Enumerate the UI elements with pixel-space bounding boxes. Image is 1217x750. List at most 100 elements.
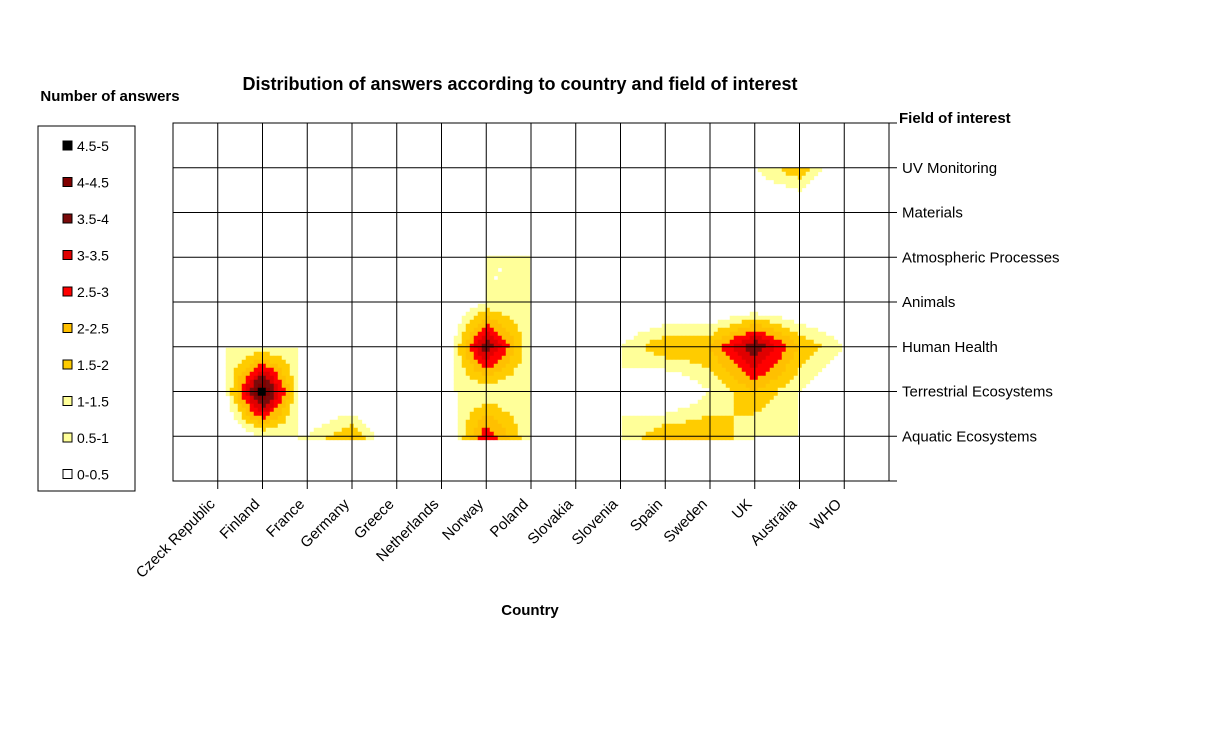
contour-cell	[633, 339, 639, 345]
contour-cell	[749, 379, 755, 385]
contour-cell	[717, 371, 723, 377]
contour-cell	[689, 339, 695, 345]
contour-cell	[769, 335, 775, 341]
contour-cell	[469, 419, 475, 425]
contour-cell	[673, 351, 679, 357]
contour-cell	[477, 395, 483, 401]
contour-cell	[813, 167, 819, 173]
contour-cell	[637, 335, 643, 341]
contour-cell	[357, 431, 363, 437]
contour-cell	[761, 407, 767, 413]
contour-cell	[257, 399, 263, 405]
contour-cell	[717, 327, 723, 333]
contour-cell	[705, 355, 711, 361]
contour-cell	[809, 375, 815, 381]
contour-cell	[745, 399, 751, 405]
contour-cell	[645, 363, 651, 369]
contour-cell	[489, 423, 495, 429]
contour-cell	[465, 431, 471, 437]
contour-cell	[697, 399, 703, 405]
contour-cell	[753, 363, 759, 369]
contour-cell	[341, 419, 347, 425]
contour-cell	[773, 347, 779, 353]
contour-cell	[521, 395, 527, 401]
contour-cell	[501, 279, 507, 285]
contour-cell	[293, 423, 299, 429]
contour-cell	[505, 275, 511, 281]
contour-cell	[717, 391, 723, 397]
contour-cell	[713, 399, 719, 405]
contour-cell	[509, 319, 515, 325]
contour-cell	[741, 407, 747, 413]
contour-cell	[705, 395, 711, 401]
contour-cell	[505, 395, 511, 401]
contour-cell	[789, 323, 795, 329]
contour-cell	[753, 415, 759, 421]
contour-cell	[501, 283, 507, 289]
contour-cell	[757, 331, 763, 337]
contour-cell	[809, 175, 815, 181]
contour-cell	[261, 431, 267, 437]
contour-cell	[829, 343, 835, 349]
contour-cell	[229, 375, 235, 381]
contour-cell	[625, 423, 631, 429]
contour-cell	[237, 371, 243, 377]
contour-cell	[821, 363, 827, 369]
contour-cell	[633, 415, 639, 421]
contour-cell	[485, 355, 491, 361]
contour-cell	[517, 411, 523, 417]
contour-cell	[473, 371, 479, 377]
contour-cell	[749, 375, 755, 381]
contour-cell	[513, 375, 519, 381]
contour-cell	[701, 339, 707, 345]
contour-cell	[741, 431, 747, 437]
contour-cell	[717, 339, 723, 345]
contour-cell	[473, 347, 479, 353]
contour-cell	[265, 371, 271, 377]
contour-cell	[501, 315, 507, 321]
contour-cell	[729, 379, 735, 385]
legend-label: 4.5-5	[77, 138, 109, 154]
contour-cell	[765, 403, 771, 409]
contour-cell	[517, 347, 523, 353]
contour-cell	[737, 423, 743, 429]
contour-cell	[509, 291, 515, 297]
contour-cell	[225, 355, 231, 361]
contour-cell	[525, 343, 531, 349]
contour-cell	[233, 363, 239, 369]
contour-cell	[513, 359, 519, 365]
contour-cell	[761, 359, 767, 365]
contour-cell	[789, 383, 795, 389]
contour-cell	[497, 379, 503, 385]
contour-cell	[725, 335, 731, 341]
contour-cell	[745, 375, 751, 381]
contour-cell	[329, 435, 335, 441]
contour-cell	[501, 343, 507, 349]
contour-cell	[477, 339, 483, 345]
contour-cell	[465, 315, 471, 321]
contour-cell	[265, 427, 271, 433]
contour-cell	[345, 419, 351, 425]
contour-cell	[513, 315, 519, 321]
contour-cell	[625, 343, 631, 349]
contour-cell	[517, 287, 523, 293]
contour-cell	[341, 427, 347, 433]
contour-cell	[525, 331, 531, 337]
contour-cell	[621, 359, 627, 365]
contour-cell	[749, 435, 755, 441]
contour-cell	[633, 423, 639, 429]
contour-cell	[501, 331, 507, 337]
contour-cell	[673, 363, 679, 369]
contour-cell	[469, 343, 475, 349]
contour-cell	[705, 423, 711, 429]
contour-cell	[737, 407, 743, 413]
contour-cell	[629, 435, 635, 441]
contour-cell	[733, 323, 739, 329]
contour-cell	[645, 435, 651, 441]
contour-cell	[281, 399, 287, 405]
contour-cell	[761, 375, 767, 381]
contour-cell	[789, 375, 795, 381]
contour-cell	[781, 371, 787, 377]
contour-cell	[773, 411, 779, 417]
contour-cell	[469, 355, 475, 361]
